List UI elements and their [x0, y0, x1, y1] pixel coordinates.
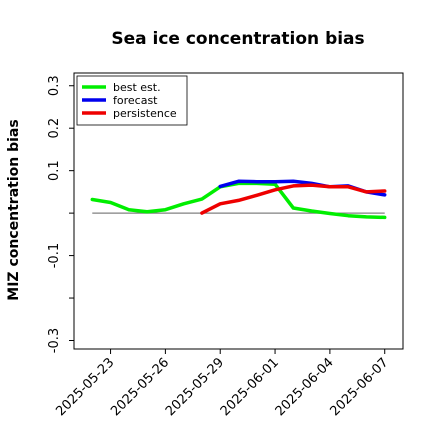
x-tick-label: 2025-06-01 — [218, 355, 282, 419]
y-tick-label: -0.3 — [47, 328, 62, 353]
chart-title: Sea ice concentration bias — [111, 29, 364, 49]
y-tick-label: 0.1 — [47, 160, 62, 181]
x-tick-label: 2025-06-04 — [273, 355, 337, 419]
y-tick-label: -0.1 — [47, 243, 62, 268]
x-ticks: 2025-05-232025-05-262025-05-292025-06-01… — [53, 349, 392, 419]
series-line-best-est — [90, 181, 387, 220]
y-tick-label: 0.2 — [47, 118, 62, 139]
y-ticks: -0.3 -0.1 0.1 0.2 0.3 — [47, 75, 74, 353]
x-tick-label: 2025-05-29 — [163, 355, 227, 419]
series-line-persistence — [200, 183, 387, 215]
legend-label: forecast — [113, 94, 158, 107]
legend-label: best est. — [113, 81, 161, 94]
legend-label: persistence — [113, 107, 177, 120]
plot-area — [73, 72, 404, 350]
x-tick-label: 2025-06-07 — [328, 355, 392, 419]
y-axis-label: MIZ concentration bias — [6, 119, 22, 300]
x-tick-label: 2025-05-23 — [53, 355, 117, 419]
x-tick-label: 2025-05-26 — [108, 355, 172, 419]
series-group — [90, 179, 387, 220]
y-tick-label: 0.3 — [47, 75, 62, 96]
